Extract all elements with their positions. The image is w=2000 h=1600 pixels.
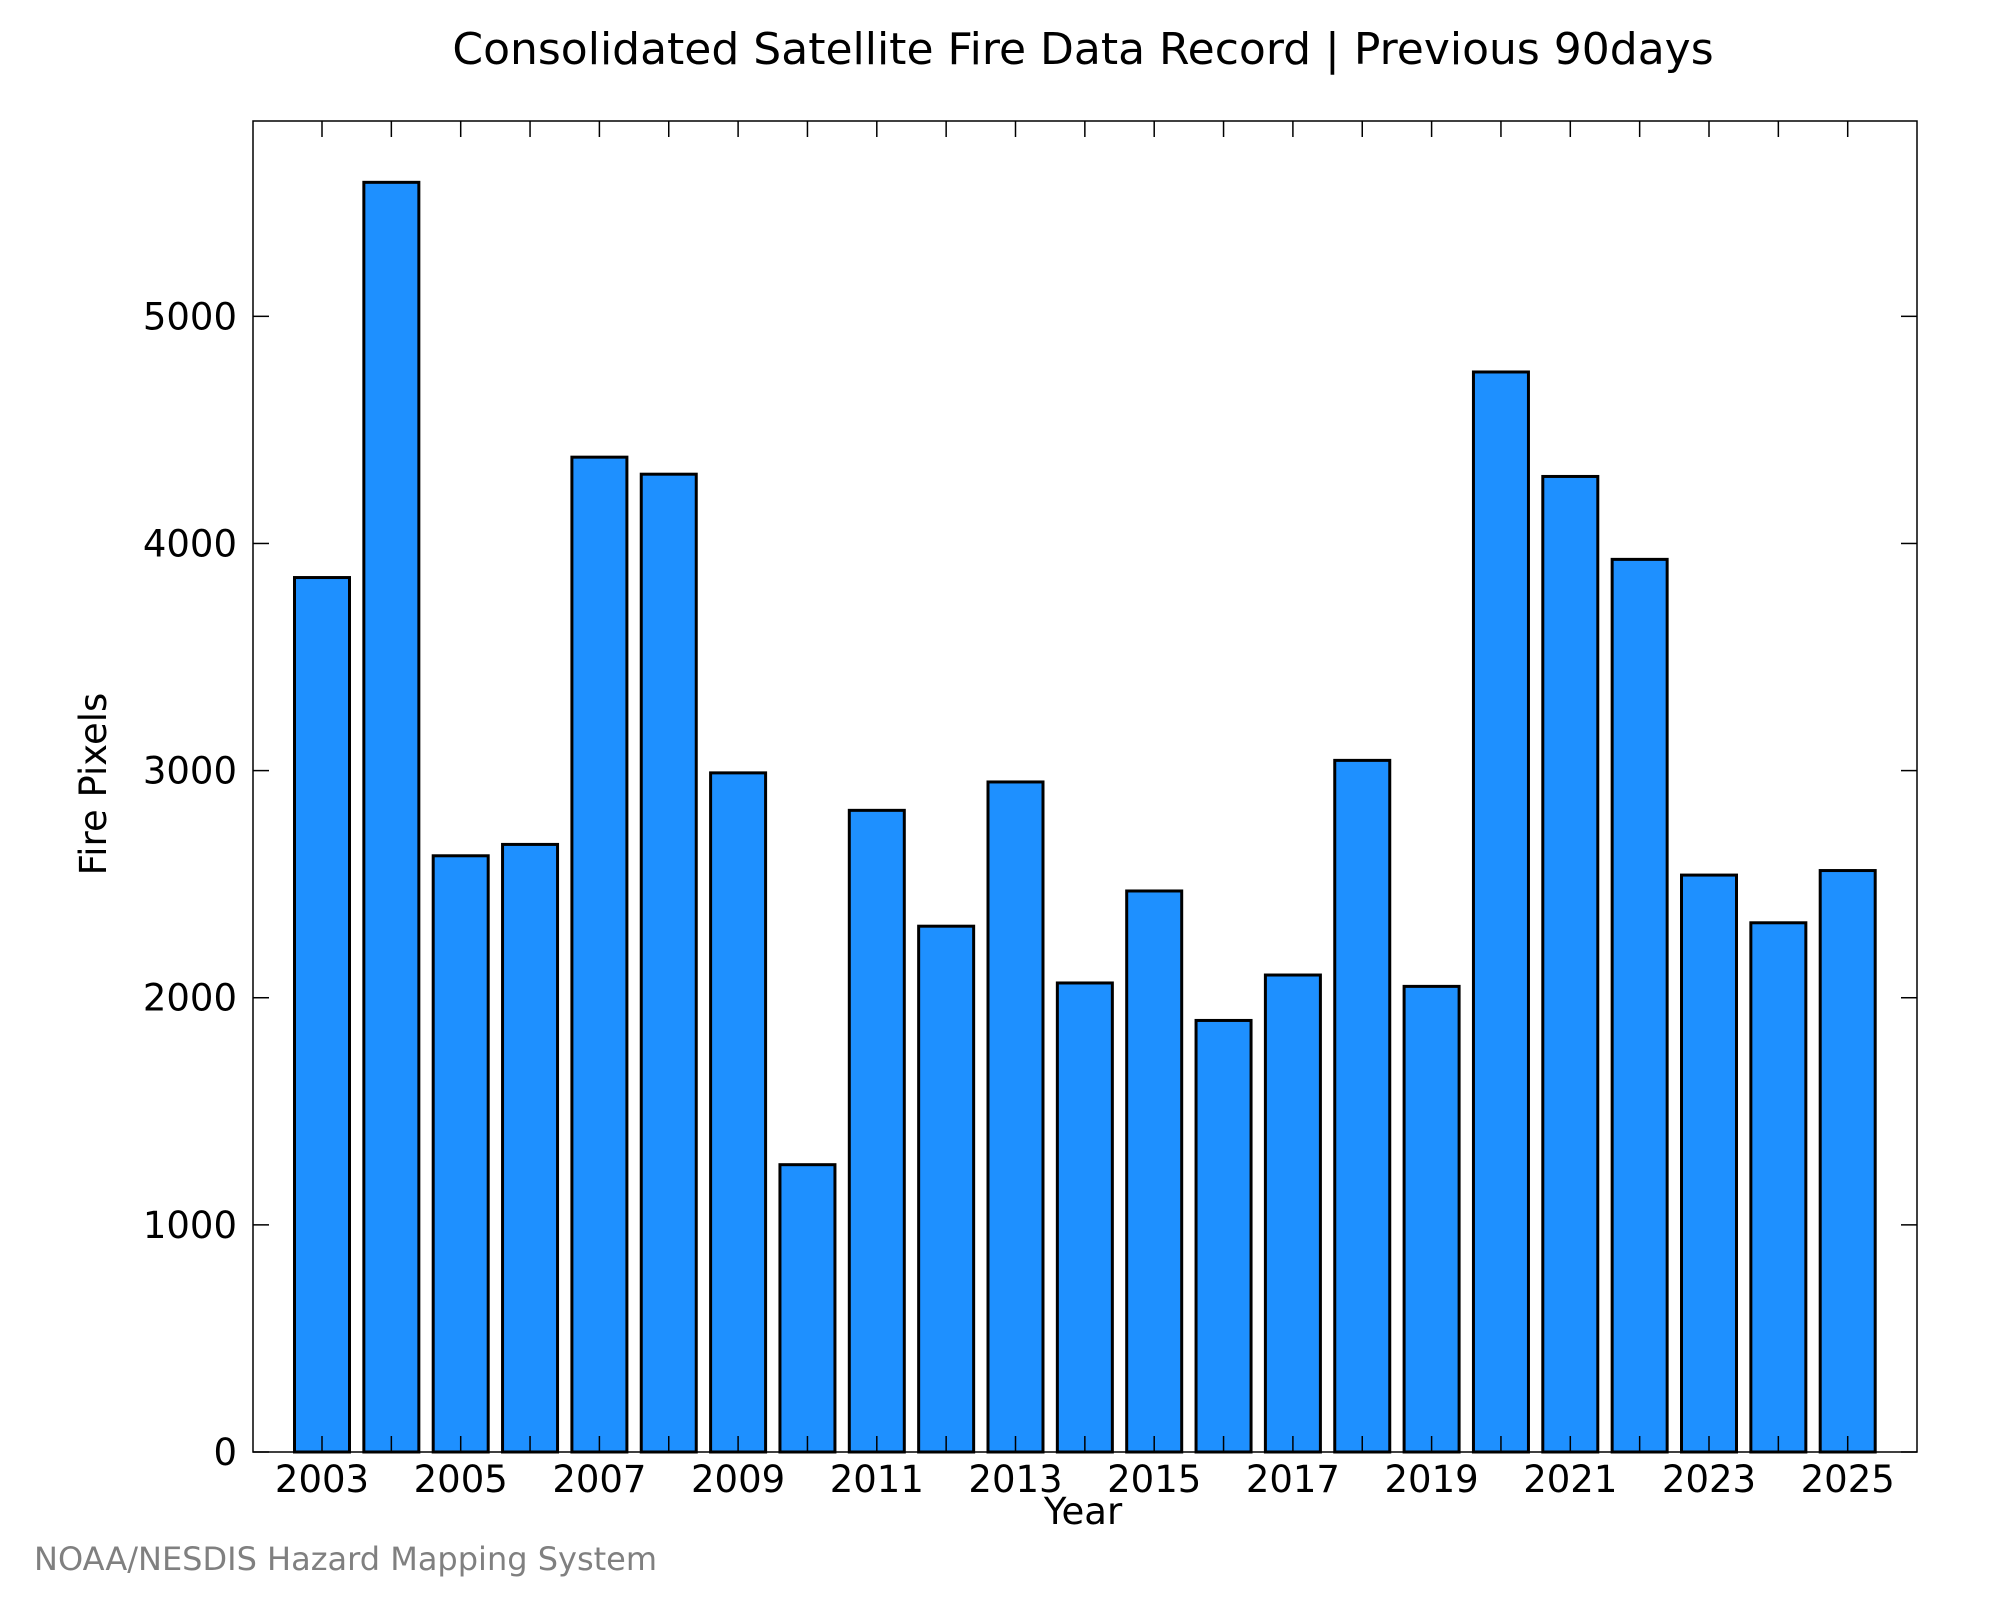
y-axis-label: Fire Pixels [72, 693, 115, 876]
x-tick-label-2023: 2023 [1662, 1458, 1756, 1501]
x-axis-label: Year [1043, 1490, 1123, 1533]
bar-2014 [1055, 981, 1114, 1454]
bar-2023 [1680, 873, 1738, 1454]
x-tick-label-2003: 2003 [275, 1458, 369, 1501]
bar-2009 [709, 771, 768, 1454]
x-tick-label-2025: 2025 [1801, 1458, 1895, 1501]
x-tick-label-2005: 2005 [414, 1458, 508, 1501]
x-tick-label-2011: 2011 [830, 1458, 924, 1501]
y-tick-label-4000: 4000 [143, 522, 237, 565]
y-tick-label-0: 0 [213, 1431, 237, 1474]
bar-2020 [1471, 370, 1530, 1454]
x-tick-label-2017: 2017 [1246, 1458, 1340, 1501]
x-tick-label-2021: 2021 [1523, 1458, 1617, 1501]
bar-2010 [778, 1163, 837, 1454]
bar-2018 [1333, 758, 1392, 1454]
bar-2024 [1749, 921, 1808, 1454]
bar-2019 [1402, 984, 1461, 1454]
bars-layer [293, 180, 1877, 1454]
y-tick-label-3000: 3000 [143, 750, 237, 793]
ticks-layer: 0 1000 2000 3000 4000 5000 2003 2005 2007 2009 201… [143, 121, 1917, 1501]
bar-2012 [917, 924, 976, 1454]
bar-2021 [1541, 474, 1600, 1454]
bar-2008 [639, 472, 698, 1454]
y-tick-label-1000: 1000 [143, 1204, 237, 1247]
x-tick-label-2015: 2015 [1107, 1458, 1201, 1501]
bar-2006 [501, 842, 560, 1454]
bar-2022 [1610, 557, 1669, 1454]
credit-text: NOAA/NESDIS Hazard Mapping System [34, 1540, 657, 1578]
y-tick-label-2000: 2000 [143, 977, 237, 1020]
bar-2013 [986, 780, 1045, 1454]
bar-2025 [1818, 869, 1877, 1454]
bar-2011 [847, 808, 906, 1454]
bar-2015 [1125, 889, 1184, 1454]
x-tick-label-2009: 2009 [691, 1458, 785, 1501]
bar-2005 [431, 854, 490, 1454]
y-tick-label-5000: 5000 [143, 295, 237, 338]
x-tick-label-2019: 2019 [1385, 1458, 1479, 1501]
x-tick-label-2013: 2013 [968, 1458, 1062, 1501]
bar-2007 [570, 455, 629, 1454]
bar-2016 [1194, 1018, 1253, 1454]
chart-title: Consolidated Satellite Fire Data Record … [452, 24, 1713, 75]
x-tick-label-2007: 2007 [552, 1458, 646, 1501]
bar-2004 [362, 180, 421, 1454]
bar-2017 [1263, 973, 1322, 1454]
bar-2003 [293, 576, 351, 1454]
